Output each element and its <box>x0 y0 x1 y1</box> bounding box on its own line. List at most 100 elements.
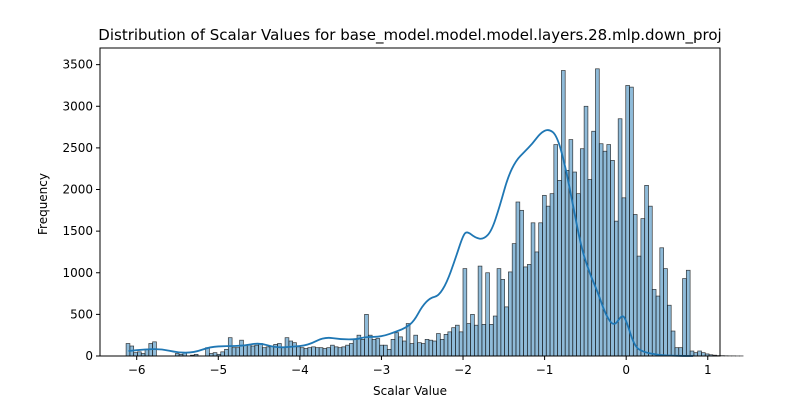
x-tick-label: −3 <box>373 363 391 377</box>
histogram-bar <box>500 279 505 357</box>
histogram-bar <box>685 269 691 357</box>
histogram-bar <box>538 222 543 357</box>
y-tick-label: 2500 <box>62 141 93 155</box>
histogram-bar <box>258 343 263 357</box>
kde-line <box>128 129 694 357</box>
histogram-bar <box>682 278 687 357</box>
histogram-bar <box>443 334 449 357</box>
histogram-bar <box>402 340 407 357</box>
histogram-bar <box>254 344 259 357</box>
histogram-bar <box>250 345 256 357</box>
histogram-bar <box>614 220 619 357</box>
histogram-bar <box>451 327 456 357</box>
histogram-bar <box>360 339 365 357</box>
x-tick-label: −1 <box>536 363 554 377</box>
histogram-bar <box>371 339 377 357</box>
x-axis: −6 −5 −4 −3 −2 −1 0 1 <box>128 356 712 377</box>
histogram-bar <box>428 339 434 357</box>
x-tick-label: 1 <box>704 363 712 377</box>
histogram-bar <box>667 304 672 357</box>
histogram-bar <box>583 105 589 357</box>
histogram-bar <box>292 342 297 357</box>
y-tick-label: 1500 <box>62 224 93 238</box>
histogram-bar <box>413 334 418 357</box>
histogram-bar <box>345 344 350 357</box>
histogram-bar <box>489 324 494 357</box>
histogram-bar <box>375 338 381 357</box>
histogram-bar <box>424 339 430 357</box>
histogram-bar <box>549 193 555 357</box>
histogram-bar <box>421 343 426 357</box>
histogram-bar <box>648 205 653 357</box>
x-tick-label: −6 <box>128 363 146 377</box>
histogram-bar <box>640 218 646 357</box>
histogram-bar <box>659 247 664 357</box>
histogram-bar <box>655 295 661 357</box>
histogram-bar <box>311 346 316 357</box>
histogram-bar <box>621 197 627 357</box>
histogram-bar <box>629 86 634 357</box>
histogram-bar <box>243 344 248 357</box>
histogram-bar <box>526 264 532 357</box>
histogram-bar <box>470 314 475 357</box>
x-tick-label: 0 <box>622 363 630 377</box>
histogram-bar <box>398 336 403 357</box>
histogram-bar <box>508 271 513 357</box>
x-axis-label: Scalar Value <box>373 384 447 398</box>
histogram-bar <box>296 346 301 357</box>
y-tick-label: 0 <box>85 349 93 363</box>
histogram-bar <box>595 68 600 357</box>
histogram-bar <box>137 351 142 357</box>
histogram-bar <box>572 171 577 357</box>
histogram-bar <box>326 347 331 357</box>
histogram-bar <box>231 347 237 357</box>
histogram-bar <box>246 343 252 357</box>
histogram-bar <box>322 348 328 357</box>
histogram-bar <box>462 268 468 357</box>
histogram-bar <box>466 323 471 357</box>
histogram-bar <box>632 214 638 357</box>
histogram-bar <box>341 346 347 357</box>
histogram-bar <box>678 347 683 357</box>
histogram-bar <box>458 331 464 357</box>
chart-title: Distribution of Scalar Values for base_m… <box>98 26 721 45</box>
histogram-bar <box>481 324 487 357</box>
y-tick-label: 500 <box>70 307 93 321</box>
histogram-bar <box>447 331 452 357</box>
histogram-bar <box>330 344 335 357</box>
histogram-bar <box>674 347 680 357</box>
histogram-bar <box>386 348 392 357</box>
histogram-bar <box>530 222 536 357</box>
histogram-bar <box>636 255 642 357</box>
histogram-bar <box>651 289 657 357</box>
histogram-bar <box>352 339 358 357</box>
histogram-bar <box>417 342 422 357</box>
histogram-bar <box>307 347 312 357</box>
histogram-bar <box>432 340 437 357</box>
histogram-bar <box>542 194 547 357</box>
histogram-bar <box>606 144 611 357</box>
y-tick-label: 2000 <box>62 183 93 197</box>
histogram-bar <box>265 346 271 357</box>
y-axis: 0 500 1000 1500 2000 2500 3000 3500 <box>62 58 100 363</box>
histogram-bar <box>390 339 396 357</box>
histogram-bar <box>439 339 445 357</box>
histogram-bar <box>504 306 509 357</box>
x-tick-label: −5 <box>209 363 227 377</box>
histogram-bar <box>492 315 498 357</box>
histogram-bar <box>625 85 630 357</box>
histogram-bar <box>602 150 608 357</box>
histogram-bar <box>523 266 528 357</box>
y-tick-label: 3500 <box>62 58 93 72</box>
histogram-bar <box>280 347 286 357</box>
histogram-bar <box>591 130 596 357</box>
histogram-bar <box>534 251 540 357</box>
histogram-bar <box>303 348 309 357</box>
histogram-bar <box>473 324 479 357</box>
histogram-bar <box>485 272 490 357</box>
histogram-bar <box>553 144 558 357</box>
histogram-bar <box>337 347 343 357</box>
histogram-bar <box>598 143 604 357</box>
histogram-bar <box>379 344 384 357</box>
histogram-bar <box>315 347 320 357</box>
